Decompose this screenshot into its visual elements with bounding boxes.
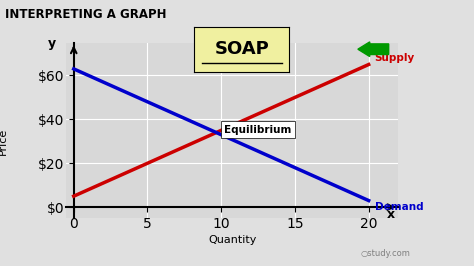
Text: Equilibrium: Equilibrium (224, 124, 292, 135)
X-axis label: Quantity: Quantity (208, 235, 256, 245)
Text: x: x (387, 208, 395, 221)
Text: SOAP: SOAP (214, 40, 269, 58)
Text: y: y (47, 37, 55, 50)
Text: Supply: Supply (374, 53, 415, 63)
Text: INTERPRETING A GRAPH: INTERPRETING A GRAPH (5, 8, 166, 21)
Text: Price: Price (0, 128, 8, 155)
Text: ○study.com: ○study.com (360, 249, 410, 258)
Text: Demand: Demand (374, 202, 423, 212)
